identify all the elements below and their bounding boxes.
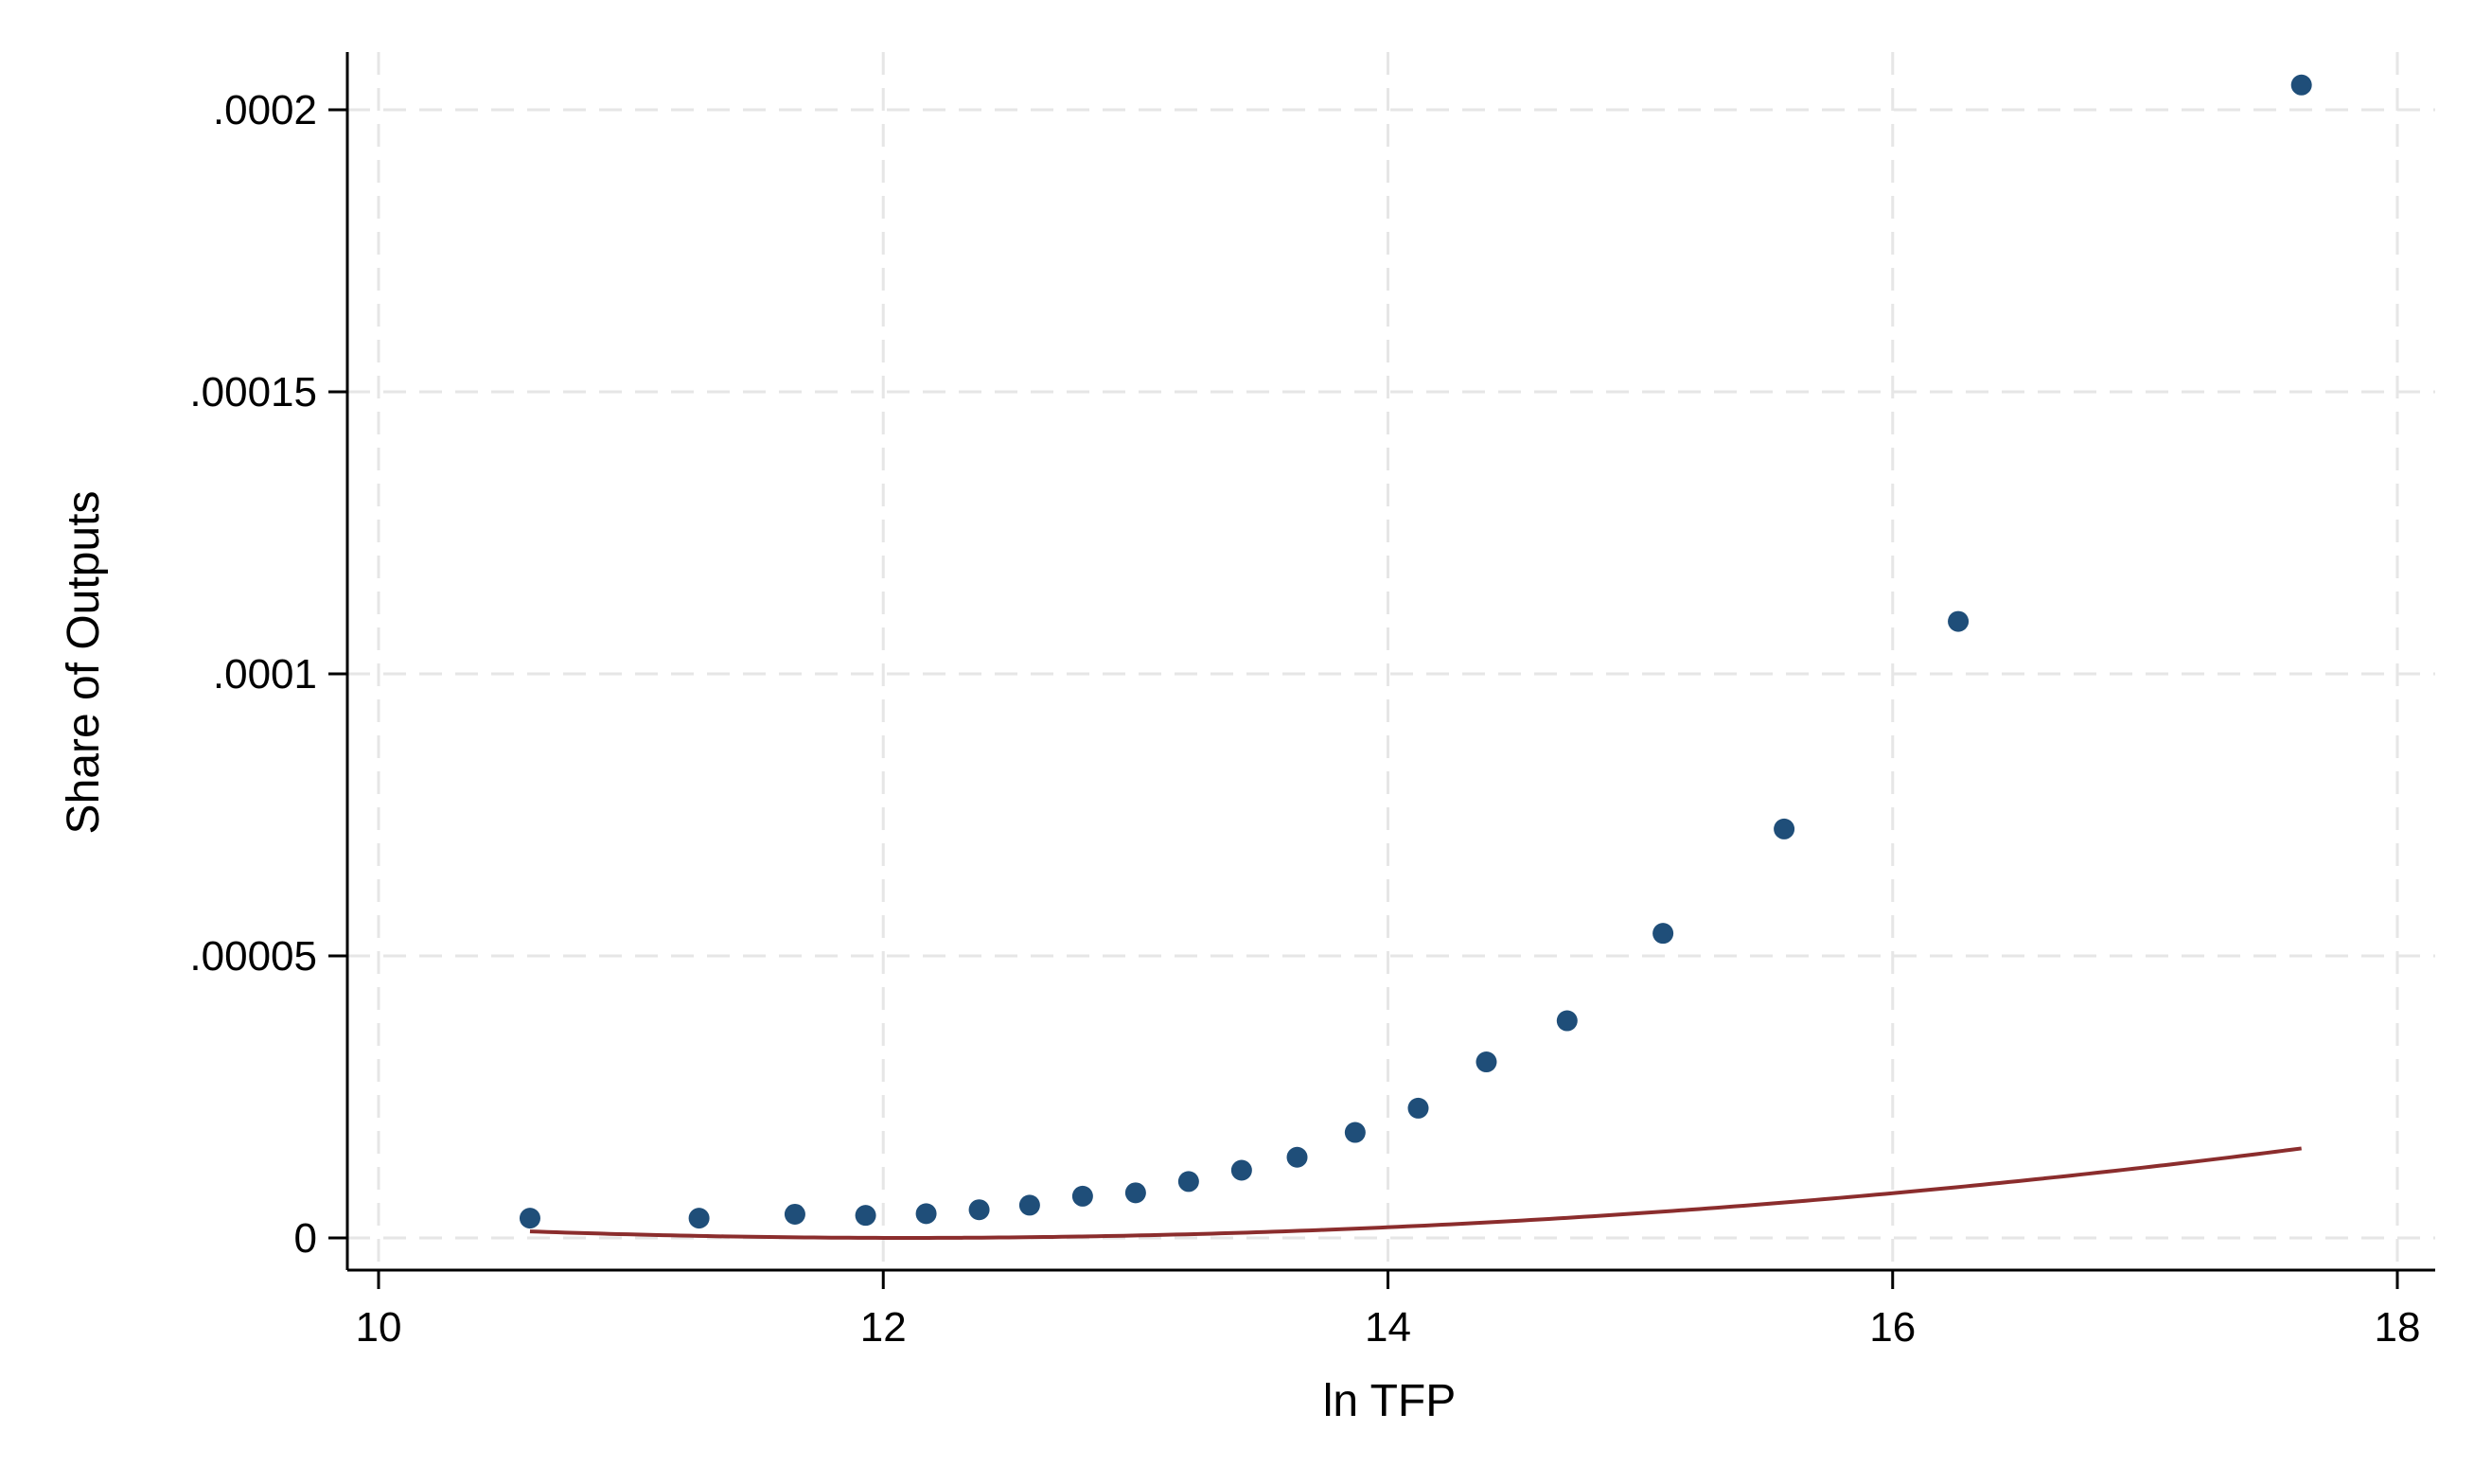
- scatter-point: [1407, 1097, 1429, 1119]
- gridlines: [347, 52, 2435, 1270]
- scatter-point: [1177, 1171, 1199, 1192]
- y-tick-label: .00015: [189, 369, 317, 415]
- scatter-point: [1948, 610, 1970, 632]
- labels-layer: 10 12 14 16 18 0 .00005 .0001 .00015 .0002: [189, 87, 2420, 1351]
- scatter-point: [1018, 1194, 1040, 1216]
- scatter-point: [1071, 1185, 1093, 1207]
- x-axis-title: ln TFP: [1323, 1376, 1456, 1426]
- x-tick-label: 14: [1365, 1304, 1411, 1351]
- scatter-point: [2290, 74, 2312, 96]
- fitted-curve: [529, 1146, 2302, 1240]
- fit-layer: [529, 1146, 2302, 1240]
- scatter-point: [855, 1205, 876, 1227]
- scatter-point: [1476, 1051, 1497, 1073]
- scatter-point: [1286, 1146, 1308, 1168]
- x-tick-label: 12: [860, 1304, 907, 1351]
- y-tick-label: .00005: [189, 933, 317, 980]
- y-axis-title: Share of Outputs: [59, 491, 109, 835]
- scatter-point: [1124, 1182, 1146, 1204]
- scatter-point: [1556, 1010, 1578, 1032]
- scatter-point: [1652, 923, 1674, 945]
- axes: [328, 52, 2435, 1289]
- scatter-point: [968, 1199, 990, 1221]
- scatter-point: [915, 1203, 937, 1225]
- scatter-point: [784, 1203, 805, 1225]
- x-tick-label: 10: [356, 1304, 402, 1351]
- scatter-point: [1230, 1159, 1252, 1181]
- points-layer: [519, 74, 2312, 1229]
- scatter-point: [1774, 818, 1795, 839]
- y-tick-label: .0002: [213, 87, 317, 133]
- x-tick-label: 16: [1869, 1304, 1916, 1351]
- scatter-point: [1344, 1122, 1366, 1143]
- scatter-point: [519, 1208, 540, 1229]
- scatter-point: [688, 1208, 710, 1229]
- y-tick-label: .0001: [213, 651, 317, 698]
- x-tick-label: 18: [2375, 1304, 2421, 1351]
- y-tick-label: 0: [294, 1215, 317, 1262]
